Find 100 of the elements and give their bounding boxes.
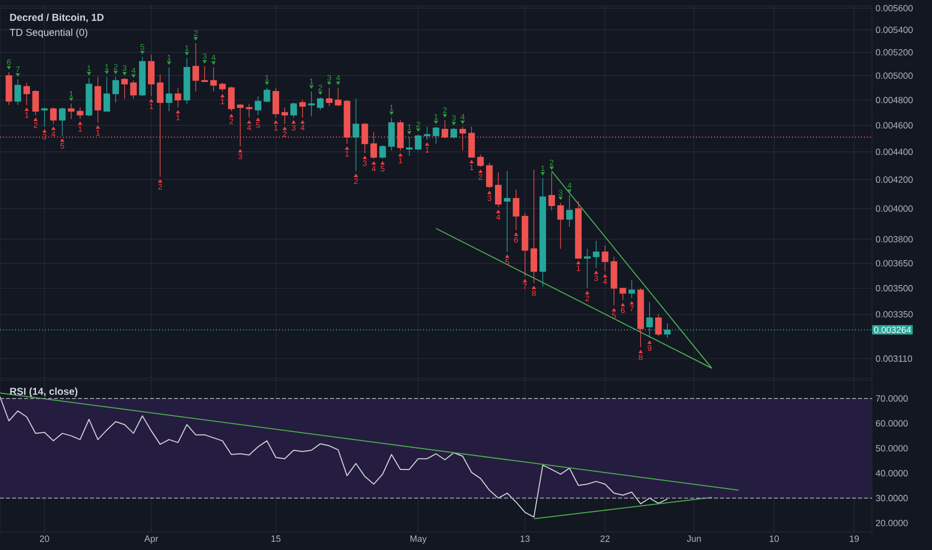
annotation: 5 xyxy=(60,143,64,149)
x-tick-label: 20 xyxy=(40,536,50,542)
y-tick-label: 0.005000 xyxy=(876,72,913,79)
annotation: 7 xyxy=(16,66,20,72)
y-tick-label: 0.005200 xyxy=(876,49,913,56)
x-tick-label: May xyxy=(410,536,427,544)
y-tick-label: 0.005600 xyxy=(876,4,913,12)
annotation: 4 xyxy=(212,54,216,60)
x-tick-label: 10 xyxy=(770,536,779,542)
annotation: 3 xyxy=(42,134,46,140)
x-tick-label: Apr xyxy=(144,536,158,544)
y-tick-label: 0.005400 xyxy=(876,26,913,34)
annotation: 4 xyxy=(131,68,136,74)
annotation: 4 xyxy=(51,131,56,137)
y-tick-label: 0.003650 xyxy=(876,260,913,266)
annotation: 1 xyxy=(87,65,91,71)
text: Decred / Bitcoin, 1D xyxy=(10,14,104,22)
annotation: 4 xyxy=(247,124,252,130)
x-tick-label: 15 xyxy=(272,536,280,542)
annotation: 5 xyxy=(380,166,384,172)
annotation: 9 xyxy=(648,345,652,351)
y-tick-label: 40.0000 xyxy=(876,470,908,476)
annotation: 1 xyxy=(408,124,412,130)
annotation: 1 xyxy=(310,78,314,84)
y-tick-label: 20.0000 xyxy=(876,520,908,526)
annotation: 1 xyxy=(150,103,154,109)
annotation: 1 xyxy=(434,114,438,120)
y-tick-label: 0.003350 xyxy=(876,311,913,318)
y-tick-label: 60.0000 xyxy=(876,420,908,427)
annotation: 1 xyxy=(265,75,269,81)
annotation: 5 xyxy=(256,122,260,128)
annotation: 2 xyxy=(230,118,234,124)
y-tick-label: 50.0000 xyxy=(876,445,908,452)
annotation: 8 xyxy=(532,290,536,296)
annotation: 1 xyxy=(167,54,171,60)
annotation: 2 xyxy=(354,178,358,184)
annotation: 1 xyxy=(345,150,349,156)
annotation: 2 xyxy=(194,30,198,36)
x-tick-label: 13 xyxy=(520,536,530,542)
annotation: 3 xyxy=(122,65,126,71)
annotation: 1 xyxy=(390,104,394,110)
annotation: 3 xyxy=(594,275,598,281)
annotation: 3 xyxy=(362,160,367,166)
annotation: 2 xyxy=(34,122,38,128)
y-tick-label: 0.004800 xyxy=(876,96,913,104)
annotation: 5 xyxy=(140,44,144,50)
annotation: 2 xyxy=(585,295,590,302)
annotation: 1 xyxy=(541,165,545,171)
annotation: 3 xyxy=(452,115,456,121)
annotation: 4 xyxy=(496,214,500,220)
annotation: 5 xyxy=(612,312,616,318)
annotation: 2 xyxy=(443,107,447,114)
x-tick-label: 19 xyxy=(850,536,859,542)
annotation: 2 xyxy=(158,184,162,190)
annotation: 2 xyxy=(550,160,554,166)
annotation: 1 xyxy=(274,124,278,130)
annotation: 1 xyxy=(398,158,402,164)
annotation: 1 xyxy=(185,45,189,51)
annotation: 3 xyxy=(238,154,242,160)
y-tick-label: 30.0000 xyxy=(876,494,908,502)
annotation: 3 xyxy=(202,53,207,60)
annotation: 7 xyxy=(630,306,634,312)
annotation: 6 xyxy=(7,59,11,65)
annotation: 6 xyxy=(514,237,518,243)
annotation: 3 xyxy=(292,124,296,130)
y-tick-label: 0.004400 xyxy=(876,148,913,156)
annotation: 1 xyxy=(70,91,74,97)
ref-line-label: 0.003264 xyxy=(874,326,911,334)
y-tick-label: 0.003800 xyxy=(876,236,913,242)
annotation: 1 xyxy=(470,164,474,170)
annotation: 1 xyxy=(78,126,82,132)
annotation: 1 xyxy=(220,98,224,104)
annotation: 2 xyxy=(478,174,482,180)
annotation: 3 xyxy=(558,190,562,196)
annotation: 1 xyxy=(25,112,29,118)
annotation: 2 xyxy=(416,122,420,128)
text: RSI (14, close) xyxy=(10,388,78,397)
annotation: 4 xyxy=(300,124,305,130)
annotation: 2 xyxy=(282,131,287,137)
annotation: 4 xyxy=(567,182,572,188)
text: TD Sequential (0) xyxy=(10,28,88,38)
y-tick-label: 0.004000 xyxy=(876,205,913,212)
y-tick-label: 0.004200 xyxy=(876,176,913,183)
y-tick-label: 0.004600 xyxy=(876,122,913,129)
annotation: 1 xyxy=(176,114,180,120)
annotation: 3 xyxy=(327,74,332,81)
annotation: 2 xyxy=(318,84,322,90)
annotation: 1 xyxy=(576,266,580,272)
annotation: 1 xyxy=(96,130,100,136)
x-tick-label: Jun xyxy=(686,536,701,542)
x-tick-label: 22 xyxy=(600,536,610,542)
y-tick-label: 70.0000 xyxy=(876,395,908,402)
annotation: 3 xyxy=(487,195,492,201)
annotation: 2 xyxy=(114,64,118,70)
y-tick-label: 0.003500 xyxy=(876,285,913,292)
annotation: 4 xyxy=(603,278,608,284)
annotation: 1 xyxy=(425,146,429,152)
annotation: 7 xyxy=(523,284,527,290)
annotation: 4 xyxy=(460,114,465,120)
y-tick-label: 0.003110 xyxy=(876,355,912,362)
